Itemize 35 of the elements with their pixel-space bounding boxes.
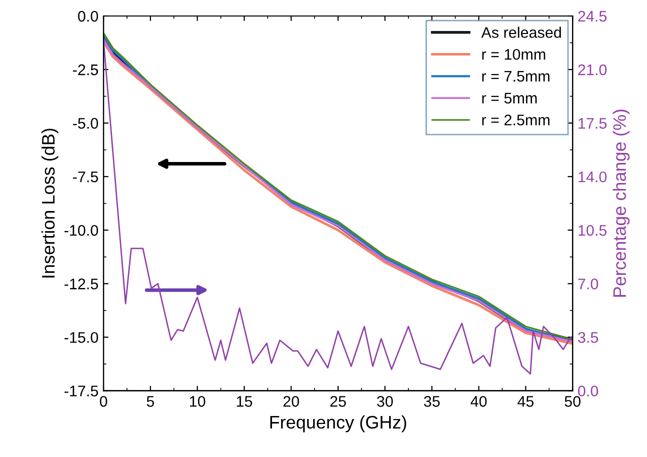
y-tick-label: -2.5 xyxy=(73,64,98,76)
x-tick-label: 25 xyxy=(330,396,346,407)
x-tick-label: 40 xyxy=(470,396,487,407)
x-tick-label: 5 xyxy=(146,396,154,407)
y-axis-title: Insertion Loss (dB) xyxy=(41,128,58,278)
y2-tick-label: 3.5 xyxy=(578,332,598,343)
y2-tick-label: 10.5 xyxy=(578,225,607,236)
y2-tick-label: 24.5 xyxy=(578,10,607,22)
y2-tick-label: 7.0 xyxy=(578,278,598,290)
legend-label: As released xyxy=(481,26,561,38)
x-tick-label: 45 xyxy=(518,396,534,407)
y2-tick-label: 17.5 xyxy=(578,118,607,129)
y-tick-label: -17.5 xyxy=(64,386,98,396)
legend-label: r = 5mm xyxy=(482,92,537,104)
y-tick-label: -10.0 xyxy=(64,225,98,236)
legend-label: r = 2.5mm xyxy=(482,114,550,126)
x-tick-label: 50 xyxy=(564,396,580,407)
y-tick-label: -12.5 xyxy=(64,278,98,290)
y-tick-label: -15.0 xyxy=(64,332,98,343)
y2-tick-label: 21.0 xyxy=(578,64,607,76)
y-tick-label: -5.0 xyxy=(73,118,98,129)
x-tick-label: 30 xyxy=(377,396,393,407)
x-tick-label: 35 xyxy=(424,396,440,407)
x-tick-label: 20 xyxy=(283,396,300,407)
y2-tick-label: 14.0 xyxy=(578,171,607,182)
legend-label: r = 10mm xyxy=(482,48,546,60)
x-tick-label: 0 xyxy=(100,396,108,407)
y-tick-label: -7.5 xyxy=(73,172,98,182)
y2-axis-title: Percentage change (%) xyxy=(612,110,630,297)
legend-label: r = 7.5mm xyxy=(482,71,550,82)
y-tick-label: 0.0 xyxy=(78,10,98,22)
y2-tick-label: 0.0 xyxy=(578,386,598,396)
x-tick-label: 10 xyxy=(190,396,206,407)
x-tick-label: 15 xyxy=(236,396,252,407)
x-axis-title: Frequency (GHz) xyxy=(270,415,406,432)
